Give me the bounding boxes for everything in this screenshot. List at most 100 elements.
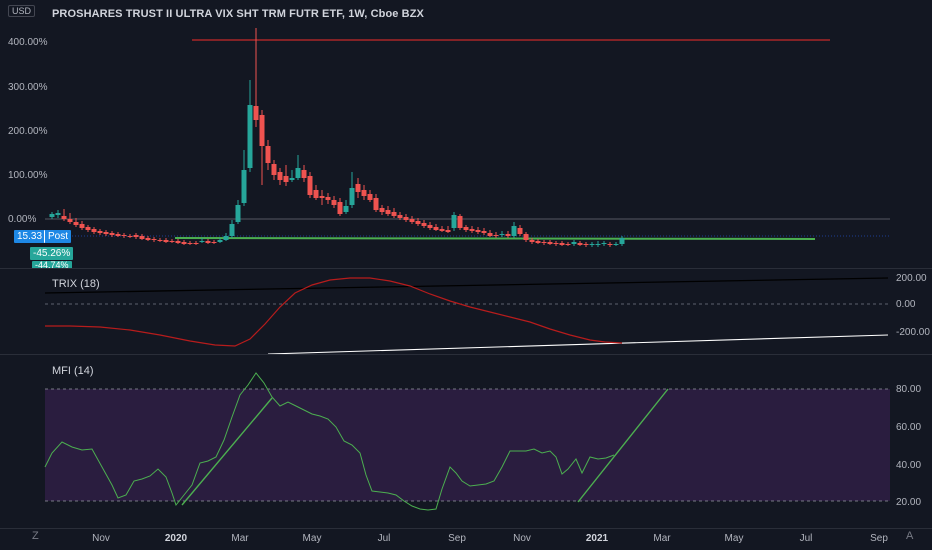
candle (457, 216, 463, 228)
candle (547, 242, 553, 244)
candle (469, 229, 475, 231)
candle (589, 244, 595, 245)
candle (217, 240, 223, 242)
candle (301, 170, 307, 178)
x-label-2021: 2021 (585, 533, 609, 544)
post-tag: Post (44, 230, 72, 243)
candle (187, 243, 193, 244)
change-tag: -45.26% (30, 247, 74, 260)
price-pane[interactable]: USD PROSHARES TRUST II ULTRA VIX SHT TRM… (0, 0, 932, 269)
candle (355, 184, 361, 192)
y-tick-100: 100.00% (8, 170, 48, 181)
candle (487, 233, 493, 236)
candle (241, 170, 247, 203)
candle (577, 243, 583, 245)
candle (97, 231, 103, 233)
pane-separator-1[interactable] (0, 268, 932, 269)
candle (523, 234, 529, 240)
support-line[interactable] (174, 237, 816, 240)
currency-label[interactable]: USD (8, 5, 36, 17)
candle (427, 225, 433, 228)
mfi-line (44, 372, 615, 511)
candle (121, 235, 127, 236)
mfi-tick-40: 40.00 (896, 460, 922, 471)
candle (61, 216, 67, 219)
mfi-pane[interactable]: MFI (14) 80.00 60.00 40.00 20.00 (0, 355, 932, 528)
x-label-sep-2020: Sep (448, 533, 466, 544)
mfi-chart-svg[interactable] (0, 355, 932, 528)
trix-upper-trendline[interactable] (44, 277, 889, 294)
candle (337, 202, 343, 214)
candle (343, 206, 349, 212)
candle (475, 230, 481, 232)
candle (91, 229, 97, 232)
candle (109, 233, 115, 235)
candle (463, 227, 469, 230)
x-label-may-2020: May (302, 533, 322, 544)
candle (145, 238, 151, 240)
candle (439, 229, 445, 231)
last-price-tag: 15.33 (14, 230, 46, 243)
candle (79, 224, 85, 228)
pane-separator-2[interactable] (0, 354, 932, 355)
x-label-mar-2020: Mar (231, 533, 249, 544)
candle (169, 241, 175, 242)
candle (619, 238, 625, 244)
candle (151, 239, 157, 240)
x-label-nov-2020: Nov (513, 533, 531, 544)
mfi-trendline-1[interactable] (181, 397, 273, 506)
mfi-tick-80: 80.00 (896, 384, 922, 395)
trix-tick-0: 0.00 (896, 299, 916, 310)
y-tick-200: 200.00% (8, 126, 48, 137)
candle (481, 231, 487, 233)
chart-title: PROSHARES TRUST II ULTRA VIX SHT TRM FUT… (52, 8, 424, 20)
candle (307, 176, 313, 195)
trix-tick-200: 200.00 (896, 273, 927, 284)
candle (85, 227, 91, 230)
y-tick-400: 400.00% (8, 37, 48, 48)
candle (541, 242, 547, 243)
candle (595, 244, 601, 245)
x-label-jul-2020: Jul (377, 533, 391, 544)
y-tick-0: 0.00% (8, 214, 37, 225)
x-label-jul-2021: Jul (799, 533, 813, 544)
auto-scale-icon[interactable]: A (906, 530, 914, 542)
y-tick-300: 300.00% (8, 82, 48, 93)
pane-separator-3 (0, 528, 932, 529)
candle (397, 215, 403, 218)
candle (235, 205, 241, 222)
candle (283, 176, 289, 182)
candle (529, 240, 535, 242)
mfi-tick-20: 20.00 (896, 497, 922, 508)
candle (73, 222, 79, 225)
candle (451, 215, 457, 228)
candle (103, 232, 109, 234)
x-label-mar-2021: Mar (653, 533, 671, 544)
price-chart-svg[interactable] (0, 0, 932, 268)
candle (259, 115, 265, 146)
mfi-band (45, 389, 890, 501)
trix-chart-svg[interactable] (0, 269, 932, 354)
candle (175, 241, 181, 243)
candle (133, 235, 139, 237)
trix-line (45, 277, 623, 347)
trix-lower-trendline[interactable] (267, 334, 889, 354)
candle (289, 178, 295, 180)
candle (391, 212, 397, 216)
candle (253, 106, 259, 120)
candle (505, 234, 511, 236)
candle (211, 242, 217, 243)
candle (313, 190, 319, 198)
candle (331, 200, 337, 205)
candle (565, 244, 571, 245)
zoom-icon[interactable]: Z (32, 530, 39, 542)
candle (499, 234, 505, 235)
trix-pane[interactable]: TRIX (18) 200.00 0.00 -200.00 (0, 269, 932, 354)
trix-title: TRIX (18) (52, 278, 100, 290)
candle (193, 243, 199, 244)
candle (379, 208, 385, 212)
candle (571, 242, 577, 244)
candle (205, 241, 211, 243)
candle (583, 244, 589, 245)
mfi-trendline-2[interactable] (577, 388, 669, 503)
